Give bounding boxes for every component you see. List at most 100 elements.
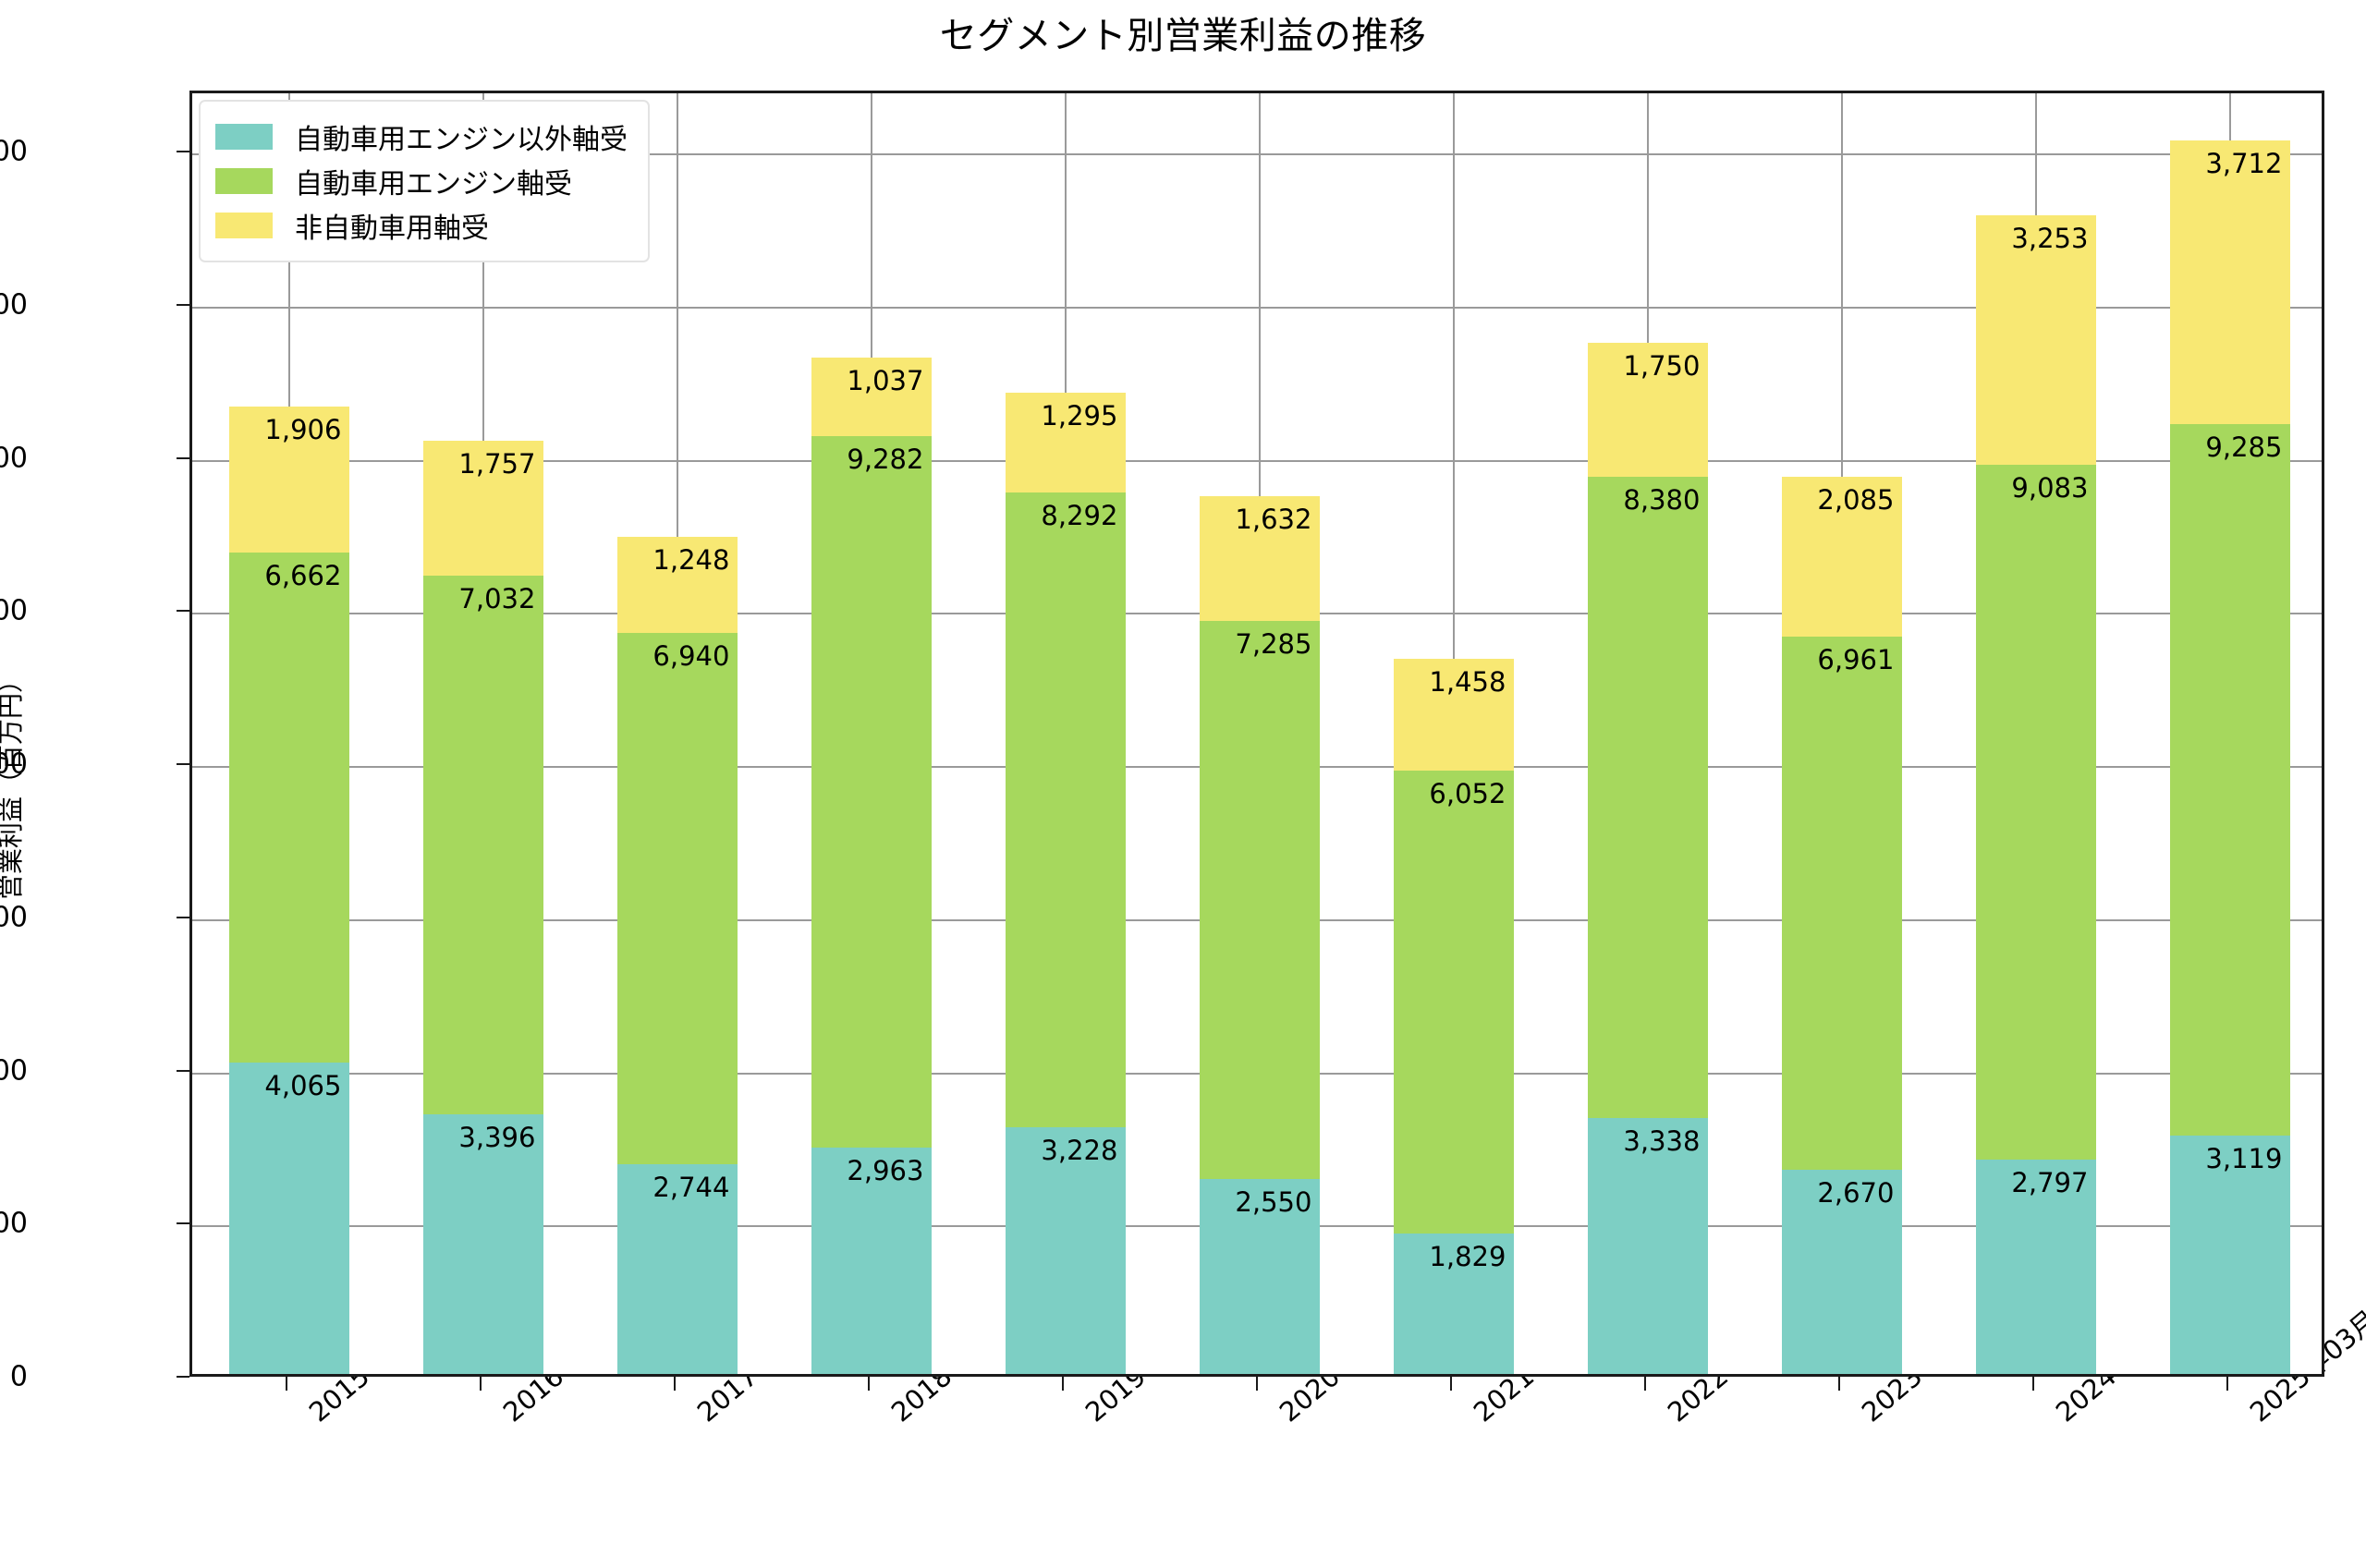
legend-item[interactable]: 非自動車用軸受 (215, 203, 628, 248)
gridline-horizontal (192, 153, 2322, 156)
chart-legend: 自動車用エンジン以外軸受 自動車用エンジン軸受 非自動車用軸受 (199, 100, 650, 262)
legend-item[interactable]: 自動車用エンジン軸受 (215, 159, 628, 203)
bar-group[interactable]: 2,744 6,940 1,248 (616, 88, 738, 1374)
bar-segment[interactable] (1393, 1234, 1515, 1374)
legend-item[interactable]: 自動車用エンジン以外軸受 (215, 115, 628, 159)
page-title: セグメント別営業利益の推移 (939, 15, 1427, 57)
y-axis-tick-label: 2,000 (0, 1207, 28, 1240)
bar-segment[interactable] (1199, 621, 1321, 1179)
bar-segment[interactable] (1005, 492, 1127, 1127)
x-axis-tick-mark (2032, 1377, 2034, 1391)
bar-group[interactable]: 2,550 7,285 1,632 (1199, 88, 1321, 1374)
y-axis-tick-label: 0 (9, 1360, 28, 1393)
gridline-horizontal (192, 307, 2322, 309)
plot-inner: 4,065 6,662 1,906 3,396 7,032 1,757 2,744 6,940… (192, 93, 2322, 1374)
x-axis-tick-mark (674, 1377, 676, 1391)
bar-segment[interactable] (616, 632, 738, 1164)
bar-segment[interactable] (616, 1163, 738, 1374)
x-axis-tick-label: 2016年03月期 (494, 1287, 657, 1429)
x-axis-tick-label: 2023年03月期 (1852, 1287, 2016, 1429)
legend-swatch-icon (215, 213, 273, 238)
legend-swatch-icon (215, 124, 273, 150)
bar-segment[interactable] (1781, 477, 1903, 638)
y-axis-tick-mark (177, 1069, 189, 1072)
y-axis-tick-mark (177, 456, 189, 459)
bar-segment[interactable] (1199, 495, 1321, 622)
bar-segment[interactable] (811, 1147, 933, 1374)
y-axis-tick-label: 14,000 (0, 288, 28, 322)
bar-segment[interactable] (2169, 140, 2291, 425)
bar-segment[interactable] (1587, 1118, 1709, 1374)
bar-segment[interactable] (228, 1063, 350, 1374)
bar-segment[interactable] (1781, 637, 1903, 1170)
bar-group[interactable]: 2,670 6,961 2,085 (1781, 88, 1903, 1374)
bar-group[interactable]: 4,065 6,662 1,906 (228, 88, 350, 1374)
bar-segment[interactable] (1975, 464, 2097, 1161)
x-axis-tick-mark (1838, 1377, 1840, 1391)
bar-segment[interactable] (422, 575, 544, 1114)
bar-segment[interactable] (1005, 1126, 1127, 1374)
bar-segment[interactable] (1005, 393, 1127, 492)
x-axis-tick-mark (2226, 1377, 2228, 1391)
y-axis-tick-label: 16,000 (0, 135, 28, 168)
x-axis-tick-label: 2019年03月期 (1076, 1287, 1239, 1429)
bar-group[interactable]: 2,797 9,083 3,253 (1975, 88, 2097, 1374)
y-axis-tick-mark (177, 1376, 189, 1378)
x-axis-tick-mark (480, 1377, 482, 1391)
y-axis-tick-label: 8,000 (0, 748, 28, 781)
y-axis-tick-mark (177, 610, 189, 613)
bar-segment[interactable] (228, 553, 350, 1064)
plot-area: 4,065 6,662 1,906 3,396 7,032 1,757 2,744 6,940… (189, 91, 2324, 1377)
bar-group[interactable]: 3,119 9,285 3,712 (2169, 88, 2291, 1374)
x-axis-tick-mark (286, 1377, 287, 1391)
bar-segment[interactable] (1393, 771, 1515, 1234)
legend-item-label: 自動車用エンジン軸受 (295, 168, 572, 201)
x-axis-tick-label: 2024年03月期 (2046, 1287, 2210, 1429)
bar-segment[interactable] (811, 357, 933, 437)
y-axis-tick-mark (177, 916, 189, 918)
y-axis-tick-mark (177, 304, 189, 306)
bar-group[interactable]: 2,963 9,282 1,037 (811, 88, 933, 1374)
x-axis-tick-label: 2017年03月期 (688, 1287, 851, 1429)
bar-group[interactable]: 1,829 6,052 1,458 (1393, 88, 1515, 1374)
y-axis-label: 営業利益（百万円） (0, 666, 26, 901)
y-axis-tick-label: 6,000 (0, 901, 28, 934)
legend-item-label: 自動車用エンジン以外軸受 (295, 124, 628, 156)
x-axis-tick-label: 2025年03月期 (2240, 1287, 2366, 1429)
x-axis-tick-label: 2018年03月期 (882, 1287, 1045, 1429)
x-axis-tick-mark (1450, 1377, 1452, 1391)
x-axis-tick-mark (1644, 1377, 1646, 1391)
bar-segment[interactable] (1587, 343, 1709, 478)
x-axis-tick-label: 2022年03月期 (1658, 1287, 1822, 1429)
bar-segment[interactable] (422, 1113, 544, 1374)
bar-segment[interactable] (1781, 1169, 1903, 1374)
bar-segment[interactable] (1975, 215, 2097, 465)
bar-segment[interactable] (2169, 1135, 2291, 1374)
bar-segment[interactable] (422, 441, 544, 576)
y-axis-tick-label: 10,000 (0, 594, 28, 627)
bar-segment[interactable] (616, 537, 738, 633)
bar-segment[interactable] (1587, 477, 1709, 1119)
bar-segment[interactable] (1199, 1178, 1321, 1374)
bar-group[interactable]: 3,338 8,380 1,750 (1587, 88, 1709, 1374)
bar-segment[interactable] (228, 407, 350, 553)
bar-segment[interactable] (2169, 424, 2291, 1136)
x-axis-tick-label: 2020年03月期 (1270, 1287, 1433, 1429)
y-axis-tick-mark (177, 763, 189, 766)
bar-group[interactable]: 3,396 7,032 1,757 (422, 88, 544, 1374)
bar-segment[interactable] (1975, 1160, 2097, 1374)
y-axis-tick-label: 4,000 (0, 1054, 28, 1088)
bar-group[interactable]: 3,228 8,292 1,295 (1005, 88, 1127, 1374)
x-axis-tick-label: 2015年03月期 (299, 1287, 463, 1429)
x-axis-tick-label: 2021年03月期 (1464, 1287, 1628, 1429)
y-axis-tick-mark (177, 151, 189, 153)
x-axis-tick-mark (1256, 1377, 1258, 1391)
legend-swatch-icon (215, 168, 273, 194)
x-axis-tick-mark (868, 1377, 870, 1391)
y-axis-tick-label: 12,000 (0, 442, 28, 475)
bar-segment[interactable] (1393, 659, 1515, 772)
gridline-horizontal (192, 459, 2322, 462)
legend-item-label: 非自動車用軸受 (295, 213, 489, 245)
bar-segment[interactable] (811, 436, 933, 1148)
